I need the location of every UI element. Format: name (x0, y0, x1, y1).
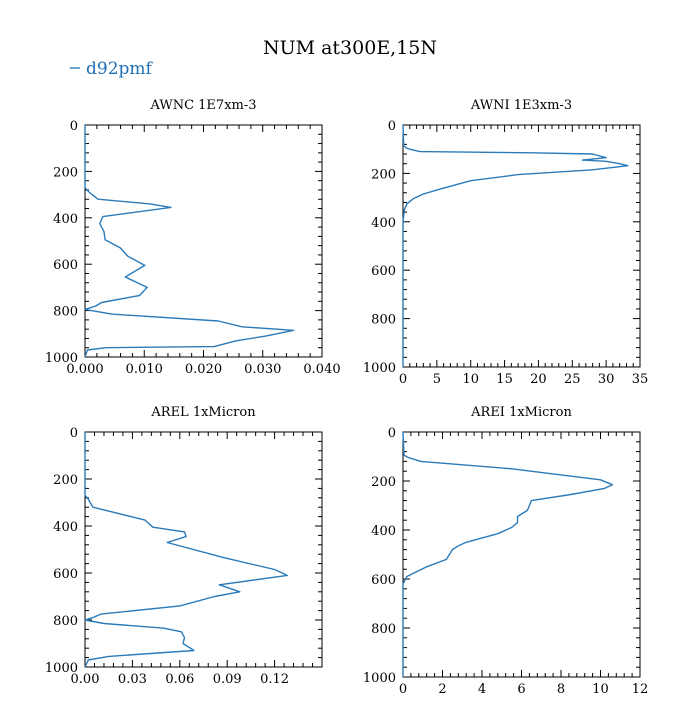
y-tick-label: 1000 (45, 661, 78, 676)
y-tick-label: 200 (53, 165, 78, 180)
legend: d92pmf (70, 59, 154, 79)
x-tick-label: 5 (433, 372, 441, 387)
x-tick-label: 35 (632, 372, 649, 387)
y-tick-label: 1000 (363, 671, 396, 686)
y-tick-label: 0 (70, 426, 78, 441)
y-tick-label: 0 (388, 119, 396, 134)
x-tick-label: 15 (496, 372, 513, 387)
y-tick-label: 200 (371, 475, 396, 490)
x-tick-label: 20 (530, 372, 547, 387)
x-tick-label: 0.06 (165, 672, 194, 687)
panel-title: AWNC 1E7xm-3 (149, 98, 256, 113)
plot-frame (84, 124, 323, 358)
x-tick-label: 12 (632, 682, 649, 697)
x-tick-label: 0.020 (185, 362, 222, 377)
x-tick-label: 6 (517, 682, 525, 697)
y-tick-label: 800 (371, 622, 396, 637)
panel-2: AWNI 1E3xm-3 0 5 10 15 20 25 30 35 0 200 400 600 800 1… (363, 98, 648, 387)
y-tick-label: 800 (53, 614, 78, 629)
figure-title: NUM at300E,15N (263, 37, 437, 59)
x-tick-label: 0.010 (126, 362, 163, 377)
y-tick-label: 400 (371, 524, 396, 539)
panel-title: AREL 1xMicron (150, 405, 256, 420)
x-tick-label: 10 (462, 372, 479, 387)
y-tick-label: 600 (53, 567, 78, 582)
x-tick-label: 8 (557, 682, 565, 697)
legend-label: d92pmf (86, 59, 154, 79)
y-tick-label: 200 (53, 473, 78, 488)
y-tick-label: 200 (371, 167, 396, 182)
chart-panels: AWNC 1E7xm-30.000 0.010 0.020 0.030 0.040020… (45, 98, 648, 697)
y-tick-label: 400 (53, 212, 78, 227)
x-tick-label: 0.12 (260, 672, 289, 687)
y-tick-label: 600 (53, 258, 78, 273)
x-tick-label: 0 (399, 372, 407, 387)
plot-frame (402, 431, 641, 678)
y-tick-label: 0 (388, 426, 396, 441)
y-tick-label: 1000 (45, 351, 78, 366)
panel-title: AREI 1xMicron (470, 405, 572, 420)
x-tick-label: 2 (438, 682, 446, 697)
y-tick-label: 600 (371, 264, 396, 279)
x-tick-label: 0.00 (71, 672, 100, 687)
x-tick-label: 25 (564, 372, 581, 387)
y-tick-label: 800 (53, 305, 78, 320)
y-tick-label: 400 (53, 520, 78, 535)
series-line-d92pmf (84, 125, 295, 358)
x-tick-label: 0.03 (118, 672, 147, 687)
series-line-d92pmf (402, 431, 614, 677)
x-tick-label: 0.040 (303, 362, 340, 377)
x-tick-label: 0.09 (213, 672, 242, 687)
panel-4: AREI 1xMicron 0 2 4 6 8 10 12 0 200 400 600 800 1000 (363, 405, 648, 697)
panel-3: AREL 1xMicron 0.00 0.03 0.06 0.09 0.12 0 200 400… (45, 405, 323, 687)
x-tick-label: 0 (399, 682, 407, 697)
panel-1: AWNC 1E7xm-3 0.000 0.010 0.020 0.030 0.040 0 20… (45, 98, 341, 377)
y-tick-label: 400 (371, 216, 396, 231)
plot-frame (84, 431, 323, 668)
x-tick-label: 0.000 (66, 362, 103, 377)
x-tick-label: 30 (598, 372, 615, 387)
y-tick-label: 800 (371, 313, 396, 328)
series-line-d92pmf (84, 432, 288, 668)
x-tick-label: 10 (592, 682, 609, 697)
y-tick-label: 1000 (363, 361, 396, 376)
x-tick-label: 4 (478, 682, 486, 697)
y-tick-label: 0 (70, 119, 78, 134)
series-line-d92pmf (402, 124, 629, 367)
panel-title: AWNI 1E3xm-3 (470, 98, 572, 113)
y-tick-label: 600 (371, 573, 396, 588)
x-tick-label: 0.030 (244, 362, 281, 377)
